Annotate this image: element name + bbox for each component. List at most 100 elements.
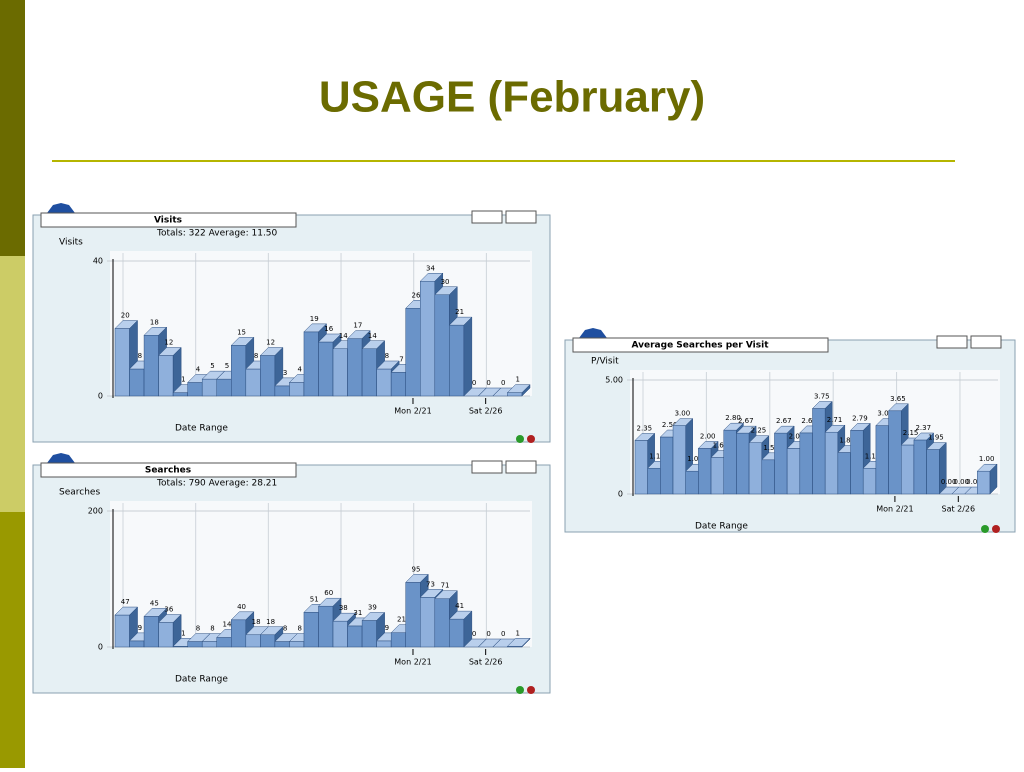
value-label: 39 [368, 603, 377, 611]
value-label: 1.82 [839, 437, 855, 445]
bar-front [837, 452, 851, 495]
value-label: 1.00 [979, 455, 995, 463]
bar-front [901, 444, 915, 495]
stripe [0, 0, 25, 256]
title-tab [40, 212, 297, 228]
bar-front [698, 448, 712, 495]
bar-front [434, 598, 450, 648]
value-label: 8 [283, 625, 287, 633]
value-label: 1.13 [865, 452, 881, 460]
bar-front [158, 355, 174, 397]
value-label: 8 [297, 625, 301, 633]
bar-front [420, 281, 436, 397]
bar-front [347, 625, 363, 648]
value-label: 1 [181, 629, 185, 637]
bar-front [723, 429, 737, 495]
chart-toggle[interactable] [471, 460, 503, 474]
bar-front [201, 378, 217, 397]
x-tick-label: Sat 2/26 [941, 505, 975, 514]
value-label: 1 [181, 376, 185, 384]
value-label: 0 [472, 379, 476, 387]
bar-front [245, 368, 261, 397]
bar-front [216, 378, 232, 397]
bar [230, 611, 255, 648]
value-label: 0 [472, 630, 476, 638]
x-tick-label: Mon 2/21 [876, 505, 913, 514]
bar-front [647, 467, 661, 495]
x-tick-label: Mon 2/21 [394, 658, 431, 667]
value-label: 1.00 [687, 455, 703, 463]
status-dot [981, 525, 989, 533]
bar-front [449, 324, 465, 397]
value-label: 7 [399, 355, 403, 363]
value-label: 3.00 [675, 410, 691, 418]
value-label: 2.79 [852, 414, 868, 422]
value-label: 1 [515, 376, 519, 384]
value-label: 36 [164, 606, 173, 614]
value-label: 3.65 [890, 395, 906, 403]
title-tab [40, 462, 297, 478]
bar-front [376, 368, 392, 397]
value-label: 21 [455, 308, 464, 316]
value-label: 8 [196, 625, 200, 633]
value-label: 17 [353, 322, 362, 330]
value-label: 15 [237, 328, 246, 336]
bar-front [216, 637, 232, 648]
value-label: 3.75 [814, 393, 830, 401]
value-label: 40 [237, 603, 246, 611]
bar-front [303, 331, 319, 397]
bar-front [888, 410, 902, 495]
chart-toggle[interactable] [505, 210, 537, 224]
value-label: 2.68 [801, 417, 817, 425]
value-label: 0 [486, 630, 490, 638]
bar-front [977, 470, 991, 495]
value-label: 1 [515, 629, 519, 637]
bar-front [143, 616, 159, 648]
x-axis-label: Date Range [175, 675, 228, 685]
chart-toggle[interactable] [970, 335, 1002, 349]
chart-toggle[interactable] [936, 335, 968, 349]
y-axis-label: Visits [59, 238, 83, 248]
chart-toggle[interactable] [471, 210, 503, 224]
value-label: 18 [150, 318, 159, 326]
bar-front [761, 459, 775, 495]
bar-front [158, 622, 174, 648]
x-tick-label: Sat 2/26 [469, 658, 503, 667]
value-label: 0.00 [941, 478, 957, 486]
y-tick-label: 0 [98, 392, 103, 401]
status-dot [516, 686, 524, 694]
value-label: 0 [501, 379, 505, 387]
bar-front [774, 432, 788, 495]
panel-icon [579, 328, 607, 338]
status-dot [527, 686, 535, 694]
bar-side [939, 441, 947, 495]
bar-front [926, 449, 940, 495]
value-label: 4 [196, 366, 201, 374]
value-label: 2.35 [637, 424, 653, 432]
bar-front [736, 432, 750, 495]
bar-front [449, 618, 465, 648]
stripe [0, 512, 25, 768]
bar-front [748, 442, 763, 495]
bar-front [507, 392, 523, 397]
value-label: 2.37 [915, 424, 931, 432]
bar-front [376, 640, 392, 648]
y-tick-label: 0 [618, 490, 623, 499]
x-tick-label: Mon 2/21 [394, 407, 431, 416]
bar-front [685, 470, 699, 495]
bar-front [260, 634, 276, 648]
value-label: 14 [368, 332, 377, 340]
chart-toggle[interactable] [505, 460, 537, 474]
bar [158, 613, 182, 648]
panel-subtitle: Totals: 790 Average: 28.21 [156, 479, 277, 489]
bar-front [231, 345, 247, 397]
bar [448, 316, 473, 397]
value-label: 51 [310, 595, 319, 603]
value-label: 4 [297, 366, 302, 374]
value-label: 41 [455, 602, 464, 610]
value-label: 5 [210, 362, 214, 370]
bar-front [114, 328, 130, 397]
y-axis-label: P/Visit [591, 357, 619, 367]
value-label: 47 [121, 598, 130, 606]
